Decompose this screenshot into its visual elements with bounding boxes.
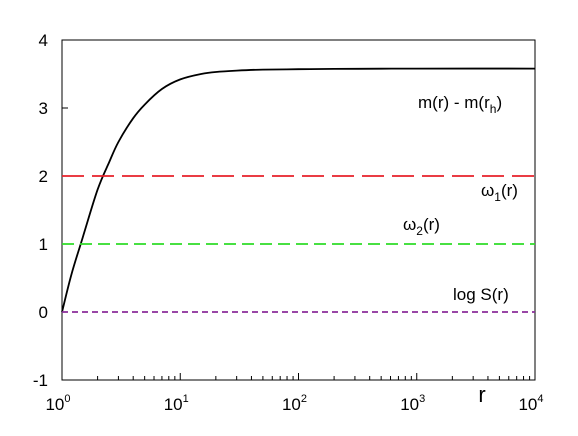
x-tick-base: 10 <box>282 395 301 414</box>
x-tick-exponent: 1 <box>183 393 189 405</box>
y-tick-label: 2 <box>39 167 48 186</box>
x-tick-label: 102 <box>282 393 307 414</box>
series-label: ω1(r) <box>481 181 518 204</box>
series-label-subscript: 1 <box>494 190 501 204</box>
x-tick-label: 101 <box>164 393 189 414</box>
y-tick-label: 4 <box>39 31 48 50</box>
y-tick-label: -1 <box>33 371 48 390</box>
series-label: log S(r) <box>453 285 509 304</box>
x-tick-exponent: 0 <box>64 393 70 405</box>
series-label-main: ω <box>481 181 494 200</box>
x-tick-exponent: 4 <box>537 393 543 405</box>
series-label-main: log S(r) <box>453 285 509 304</box>
series-label-main: ω <box>403 215 416 234</box>
x-tick-exponent: 3 <box>419 393 425 405</box>
x-tick-exponent: 2 <box>301 393 307 405</box>
series-label-tail: (r) <box>423 215 440 234</box>
plot-frame <box>61 39 536 381</box>
x-axis-label: r <box>478 382 485 407</box>
series-label-tail: (r) <box>501 181 518 200</box>
y-tick-label: 3 <box>39 99 48 118</box>
series-label-subscript: h <box>490 102 497 116</box>
series-label-subscript: 2 <box>416 224 423 238</box>
series-mass-curve <box>61 67 536 313</box>
y-tick-label: 1 <box>39 235 48 254</box>
x-tick-label: 100 <box>45 393 70 414</box>
series-label-tail: ) <box>496 93 502 112</box>
series-label: ω2(r) <box>403 215 440 238</box>
x-tick-base: 10 <box>45 395 64 414</box>
x-tick-base: 10 <box>164 395 183 414</box>
x-tick-base: 10 <box>518 395 537 414</box>
series-label-main: m(r) - m(r <box>418 93 490 112</box>
series-label: m(r) - m(rh) <box>418 93 502 116</box>
x-tick-label: 103 <box>400 393 425 414</box>
x-tick-label: 104 <box>518 393 543 414</box>
y-tick-label: 0 <box>39 303 48 322</box>
x-tick-base: 10 <box>400 395 419 414</box>
